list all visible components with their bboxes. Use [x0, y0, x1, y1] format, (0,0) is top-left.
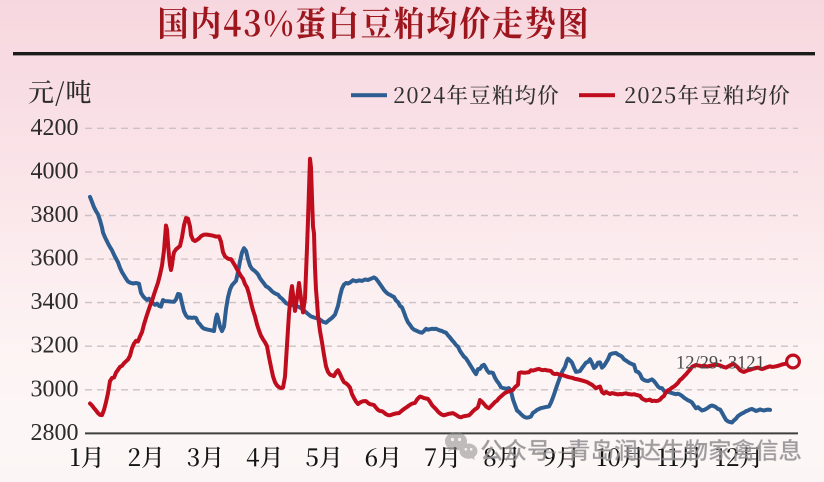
svg-text:3200: 3200 [31, 333, 79, 359]
svg-text:12/29: 3121: 12/29: 3121 [676, 354, 765, 374]
svg-text:3400: 3400 [31, 289, 79, 315]
svg-text:3000: 3000 [31, 376, 79, 402]
svg-text:3800: 3800 [31, 202, 79, 228]
svg-text:4000: 4000 [31, 158, 79, 184]
svg-text:3600: 3600 [31, 246, 79, 272]
svg-text:2800: 2800 [31, 420, 79, 446]
svg-text:4200: 4200 [31, 115, 79, 141]
